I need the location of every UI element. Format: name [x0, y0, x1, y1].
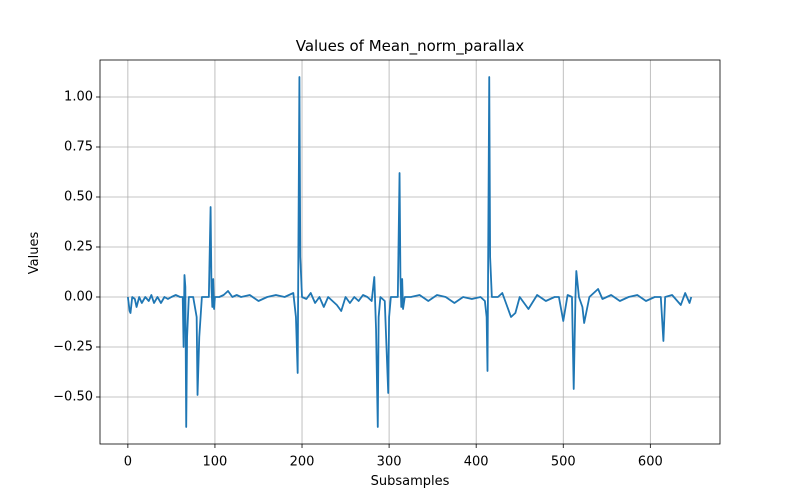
- data-line: [126, 76, 693, 428]
- plot-frame: [99, 59, 721, 445]
- y-tick-label: 0.75: [64, 140, 93, 155]
- y-tick-label: −0.50: [53, 390, 93, 405]
- x-tick-label: 400: [464, 455, 489, 470]
- y-tick-label: 0.25: [64, 240, 93, 255]
- x-tick-label: 100: [203, 455, 228, 470]
- y-axis-label: Values: [27, 232, 42, 275]
- x-axis-label: Subsamples: [371, 474, 450, 489]
- x-tick-label: 0: [124, 455, 132, 470]
- y-tick-label: 0.00: [64, 290, 93, 305]
- x-tick-label: 200: [290, 455, 315, 470]
- y-tick-label: −0.25: [53, 340, 93, 355]
- x-tick-label: 600: [638, 455, 663, 470]
- x-tick-label: 500: [551, 455, 576, 470]
- chart-title: Values of Mean_norm_parallax: [296, 37, 525, 56]
- y-tick-label: 1.00: [64, 90, 93, 105]
- x-tick-label: 300: [377, 455, 402, 470]
- y-tick-label: 0.50: [64, 190, 93, 205]
